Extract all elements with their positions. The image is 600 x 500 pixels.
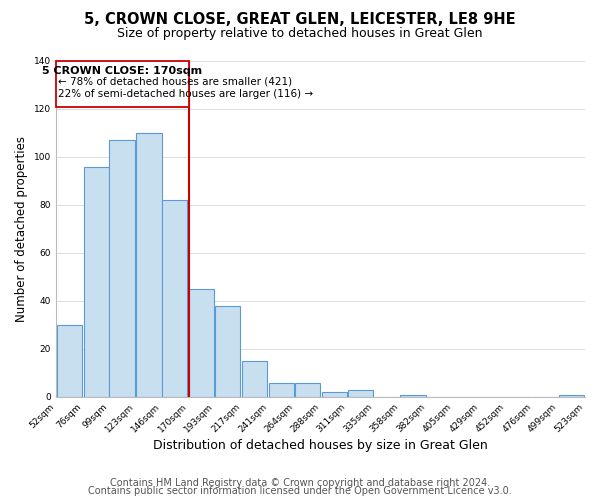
Bar [162,200,187,397]
Bar [56,325,82,397]
Text: 5, CROWN CLOSE, GREAT GLEN, LEICESTER, LE8 9HE: 5, CROWN CLOSE, GREAT GLEN, LEICESTER, L… [84,12,516,28]
Bar [295,382,320,397]
Bar [559,394,584,397]
Bar [242,361,267,397]
Text: 5 CROWN CLOSE: 170sqm: 5 CROWN CLOSE: 170sqm [43,66,203,76]
Bar [322,392,347,397]
Bar [189,289,214,397]
Bar [347,390,373,397]
Bar [83,166,109,397]
Text: 22% of semi-detached houses are larger (116) →: 22% of semi-detached houses are larger (… [58,88,313,99]
Text: Size of property relative to detached houses in Great Glen: Size of property relative to detached ho… [117,28,483,40]
Text: ← 78% of detached houses are smaller (421): ← 78% of detached houses are smaller (42… [58,76,292,86]
FancyBboxPatch shape [56,61,189,106]
X-axis label: Distribution of detached houses by size in Great Glen: Distribution of detached houses by size … [153,440,488,452]
Bar [400,394,425,397]
Bar [215,306,240,397]
Bar [109,140,134,397]
Bar [136,133,161,397]
Bar [269,382,294,397]
Y-axis label: Number of detached properties: Number of detached properties [15,136,28,322]
Text: Contains public sector information licensed under the Open Government Licence v3: Contains public sector information licen… [88,486,512,496]
Text: Contains HM Land Registry data © Crown copyright and database right 2024.: Contains HM Land Registry data © Crown c… [110,478,490,488]
